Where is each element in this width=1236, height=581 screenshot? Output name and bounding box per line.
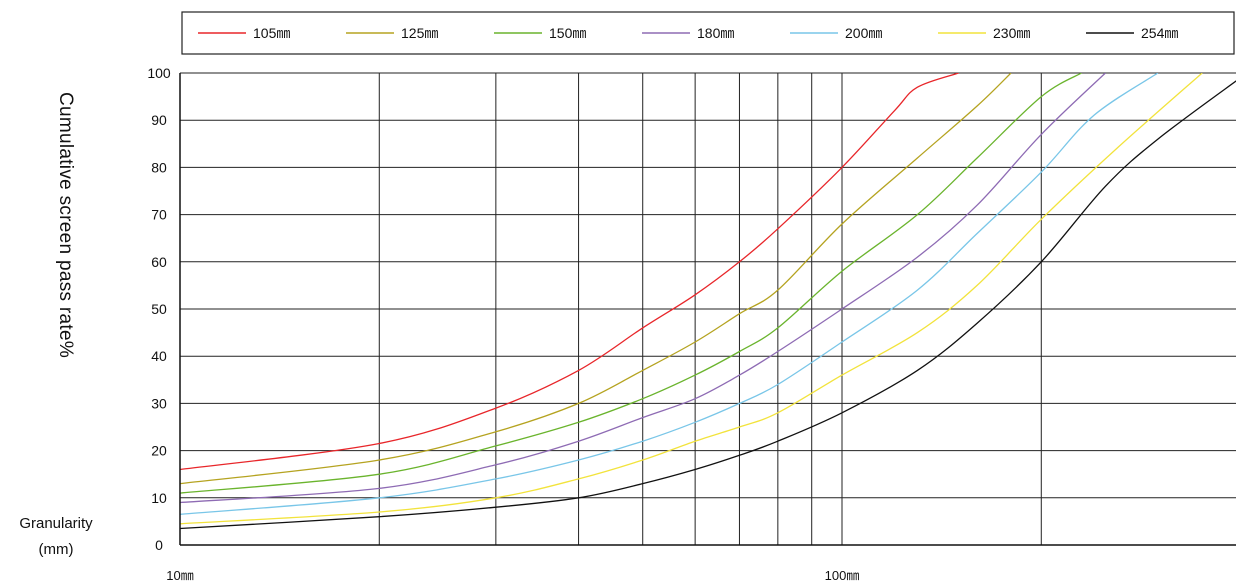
- y-tick-label-70: 70: [151, 207, 167, 223]
- y-tick-label-100: 100: [147, 65, 171, 81]
- legend-label-5: 200㎜: [845, 25, 882, 41]
- series-lines: [180, 73, 1236, 530]
- y-axis-title-wrap: Cumulative screen pass rate%: [40, 60, 90, 390]
- legend-label-7: 254㎜: [1141, 25, 1178, 41]
- legend-label-3: 150㎜: [549, 25, 586, 41]
- legend-label-1: 105㎜: [253, 25, 290, 41]
- tick-labels: 0 10 20 30 40 50 60 70 80 90 100 10㎜ 100㎜: [147, 65, 859, 581]
- legend-label-4: 180㎜: [697, 25, 734, 41]
- series-line-7: [180, 80, 1236, 530]
- y-tick-label-30: 30: [151, 395, 167, 411]
- y-tick-label-20: 20: [151, 443, 167, 459]
- y-tick-label-10: 10: [151, 490, 167, 506]
- x-tick-label-10: 10㎜: [166, 568, 193, 581]
- series-line-4: [180, 73, 1106, 504]
- legend: 105㎜ 125㎜ 150㎜ 180㎜ 200㎜ 230㎜ 254㎜: [198, 25, 1178, 41]
- y-tick-label-50: 50: [151, 301, 167, 317]
- y-tick-label-90: 90: [151, 112, 167, 128]
- x-axis-title: Granularity (mm): [6, 511, 106, 563]
- series-line-1: [180, 73, 959, 471]
- x-tick-label-100: 100㎜: [825, 568, 860, 581]
- y-tick-label-80: 80: [151, 159, 167, 175]
- series-line-3: [180, 73, 1082, 494]
- axes: [179, 73, 1236, 546]
- legend-label-2: 125㎜: [401, 25, 438, 41]
- x-axis-title-unit: (mm): [38, 541, 74, 558]
- series-line-6: [180, 73, 1203, 525]
- series-line-2: [180, 73, 1012, 485]
- gridlines: [180, 72, 1236, 545]
- y-axis-title: Cumulative screen pass rate%: [55, 91, 76, 359]
- y-tick-label-40: 40: [151, 348, 167, 364]
- y-tick-label-60: 60: [151, 254, 167, 270]
- series-line-5: [180, 73, 1159, 515]
- legend-label-6: 230㎜: [993, 25, 1030, 41]
- y-tick-label-0: 0: [155, 537, 163, 553]
- x-axis-title-text: Granularity: [19, 515, 93, 532]
